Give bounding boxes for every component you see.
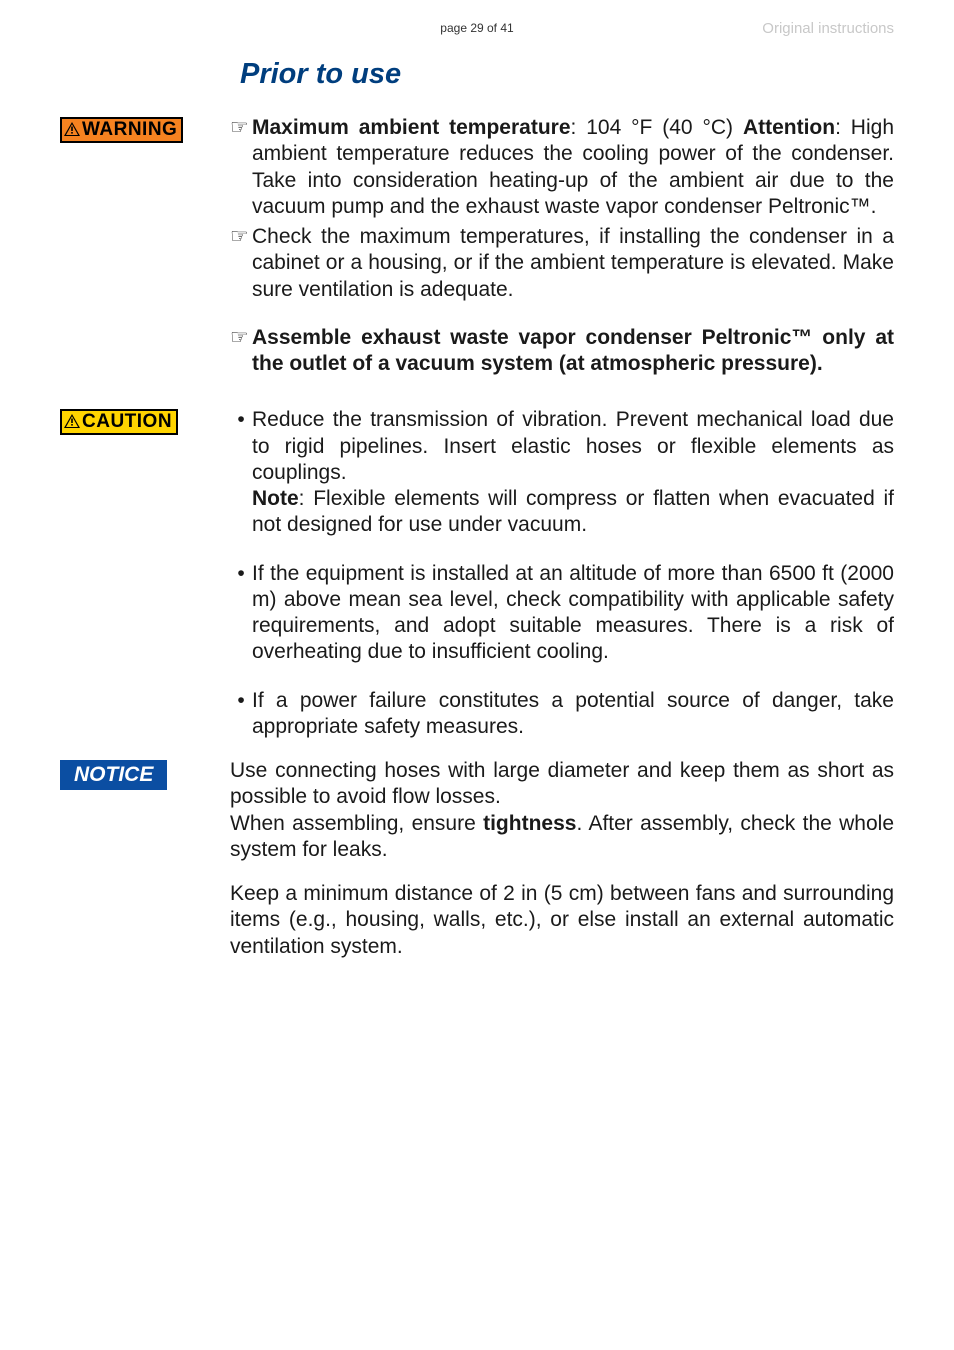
item-text: Check the maximum temperatures, if insta… [252, 224, 894, 303]
item-text: If the equipment is installed at an alti… [252, 561, 894, 666]
warning-item: ☞ Maximum ambient temperature: 104 °F (4… [230, 115, 894, 220]
warning-item: ☞ Check the maximum temperatures, if ins… [230, 224, 894, 303]
label-column: CAUTION [60, 407, 230, 435]
warning-item: ☞ Assemble exhaust waste vapor condenser… [230, 325, 894, 378]
notice-badge-text: NOTICE [74, 763, 153, 786]
bullet-icon: • [230, 688, 252, 741]
caution-item: • Reduce the transmission of vibration. … [230, 407, 894, 538]
caution-badge: CAUTION [60, 409, 178, 435]
caution-block: CAUTION • Reduce the transmission of vib… [60, 407, 894, 744]
caution-item: • If a power failure constitutes a poten… [230, 688, 894, 741]
label-column: WARNING [60, 115, 230, 143]
warning-badge-text: WARNING [82, 119, 177, 140]
label-column: NOTICE [60, 758, 230, 790]
bullet-icon: • [230, 561, 252, 666]
caution-text: • Reduce the transmission of vibration. … [230, 407, 894, 744]
page-header: page 29 of 41 Original instructions [60, 20, 894, 40]
page: page 29 of 41 Original instructions Prio… [0, 0, 954, 1350]
notice-text: Use connecting hoses with large diameter… [230, 758, 894, 960]
item-text: Reduce the transmission of vibration. Pr… [252, 407, 894, 538]
notice-para: Keep a minimum distance of 2 in (5 cm) b… [230, 881, 894, 960]
section-title: Prior to use [240, 58, 894, 91]
caution-triangle-icon [64, 414, 80, 428]
notice-block: NOTICE Use connecting hoses with large d… [60, 758, 894, 960]
notice-para: Use connecting hoses with large diameter… [230, 758, 894, 811]
pointer-icon: ☞ [230, 224, 252, 303]
pointer-icon: ☞ [230, 325, 252, 378]
item-text: If a power failure constitutes a potenti… [252, 688, 894, 741]
notice-para: When assembling, ensure tightness. After… [230, 811, 894, 864]
caution-item: • If the equipment is installed at an al… [230, 561, 894, 666]
pointer-icon: ☞ [230, 115, 252, 220]
item-text: Assemble exhaust waste vapor condenser P… [252, 325, 894, 378]
original-instructions-label: Original instructions [762, 20, 894, 37]
bullet-icon: • [230, 407, 252, 538]
notice-badge: NOTICE [60, 760, 167, 790]
warning-block: WARNING ☞ Maximum ambient temperature: 1… [60, 115, 894, 381]
caution-badge-text: CAUTION [82, 411, 172, 432]
item-text: Maximum ambient temperature: 104 °F (40 … [252, 115, 894, 220]
warning-badge: WARNING [60, 117, 183, 143]
warning-text: ☞ Maximum ambient temperature: 104 °F (4… [230, 115, 894, 381]
page-number: page 29 of 41 [440, 21, 513, 35]
warning-triangle-icon [64, 122, 80, 136]
